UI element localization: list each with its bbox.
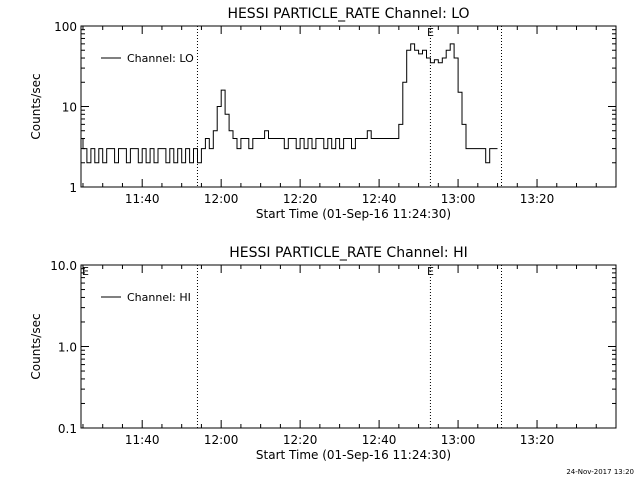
x-tick-label: 13:20: [520, 433, 555, 447]
y-tick-label: 0.1: [58, 422, 77, 436]
y-axis-label: Counts/sec: [29, 73, 43, 139]
x-tick-label: 12:00: [204, 192, 239, 206]
series-line: [81, 43, 498, 164]
y-axis-label: Counts/sec: [29, 313, 43, 379]
x-tick-label: 12:40: [362, 192, 397, 206]
chart-title: HESSI PARTICLE_RATE Channel: LO: [227, 6, 469, 22]
event-marker-label: E: [427, 265, 434, 278]
x-tick-label: 12:00: [204, 433, 239, 447]
x-tick-label: 12:20: [283, 433, 318, 447]
legend-entry: Channel: HI: [127, 291, 191, 304]
x-tick-label: 12:20: [283, 192, 318, 206]
event-marker-label: E: [427, 26, 434, 39]
x-tick-label: 13:00: [441, 433, 476, 447]
x-axis-label: Start Time (01-Sep-16 11:24:30): [256, 448, 451, 462]
x-tick-label: 11:40: [125, 433, 160, 447]
x-axis-label: Start Time (01-Sep-16 11:24:30): [256, 207, 451, 221]
plot-frame: [80, 25, 617, 188]
y-tick-label: 1.0: [58, 341, 77, 355]
y-tick-label: 100: [54, 20, 77, 34]
x-tick-label: 11:40: [125, 192, 160, 206]
chart-title: HESSI PARTICLE_RATE Channel: HI: [229, 245, 467, 261]
start-marker-label: E: [82, 265, 89, 278]
x-tick-label: 13:20: [520, 192, 555, 206]
plot-frame: [80, 264, 617, 429]
y-tick-label: 1: [69, 181, 77, 195]
y-tick-label: 10: [62, 101, 77, 115]
legend-entry: Channel: LO: [127, 52, 194, 65]
x-tick-label: 12:40: [362, 433, 397, 447]
x-tick-label: 13:00: [441, 192, 476, 206]
y-tick-label: 10.0: [50, 259, 77, 273]
generation-timestamp: 24-Nov-2017 13:20: [566, 468, 634, 476]
